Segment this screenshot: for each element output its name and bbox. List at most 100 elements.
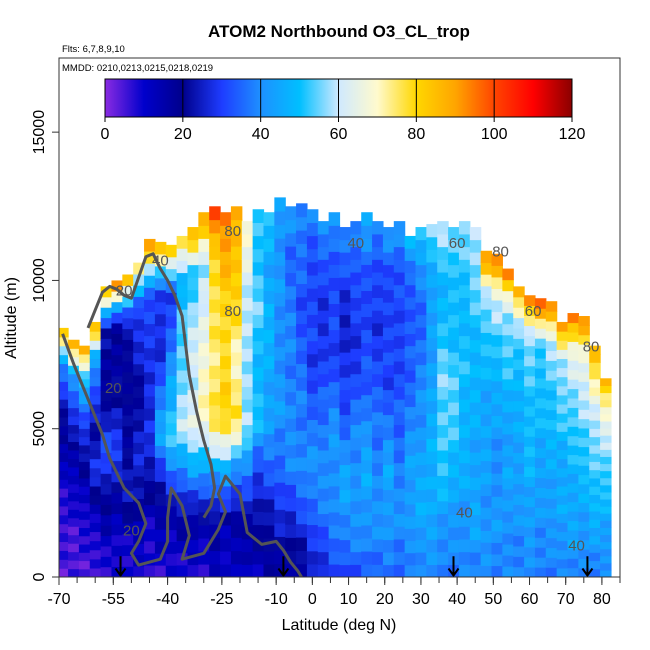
heatmap-cell	[458, 424, 471, 438]
heatmap-cell	[165, 387, 178, 400]
heatmap-cell	[285, 444, 297, 459]
heatmap-cell	[274, 509, 286, 524]
heatmap-cell	[241, 373, 254, 387]
heatmap-cell	[209, 325, 221, 340]
heatmap-cell	[263, 433, 275, 448]
heatmap-cell	[68, 432, 80, 443]
heatmap-cell	[198, 420, 210, 435]
heatmap-cell	[372, 322, 384, 337]
heatmap-cell	[556, 340, 569, 350]
heatmap-cell	[524, 536, 536, 548]
heatmap-cell	[382, 239, 395, 253]
heatmap-cell	[502, 268, 514, 281]
heatmap-cell	[198, 524, 210, 539]
heatmap-cell	[187, 464, 199, 478]
heatmap-cell	[524, 335, 536, 347]
heatmap-cell	[263, 225, 275, 239]
heatmap-cell	[274, 454, 286, 470]
heatmap-cell	[198, 537, 210, 552]
heatmap-cell	[513, 493, 525, 505]
heatmap-cell	[252, 314, 265, 329]
heatmap-cell	[372, 500, 384, 515]
heatmap-cell	[545, 547, 558, 558]
heatmap-cell	[458, 322, 471, 337]
heatmap-cell	[263, 264, 275, 278]
heatmap-cell	[534, 557, 547, 568]
heatmap-cell	[230, 259, 243, 274]
x-tick-label: 0	[308, 591, 317, 608]
heatmap-cell	[372, 297, 384, 311]
heatmap-cell	[448, 464, 460, 478]
heatmap-cell	[89, 504, 102, 514]
heatmap-cell	[198, 459, 210, 474]
heatmap-cell	[274, 360, 286, 375]
heatmap-cell	[230, 444, 243, 459]
heatmap-cell	[502, 389, 514, 402]
heatmap-cell	[534, 477, 547, 488]
heatmap-cell	[78, 420, 91, 429]
heatmap-cell	[263, 498, 275, 513]
heatmap-cell	[220, 446, 232, 461]
heatmap-cell	[263, 537, 275, 552]
heatmap-cell	[230, 378, 243, 393]
heatmap-cell	[404, 345, 417, 359]
heatmap-cell	[220, 368, 232, 383]
heatmap-cell	[545, 389, 558, 401]
heatmap-cell	[600, 555, 612, 564]
heatmap-cell	[404, 516, 417, 529]
heatmap-cell	[469, 277, 482, 291]
heatmap-cell	[437, 284, 449, 298]
heatmap-cell	[458, 462, 471, 476]
heatmap-cell	[220, 251, 232, 265]
heatmap-cell	[144, 420, 156, 433]
heatmap-cell	[415, 264, 427, 278]
heatmap-cell	[198, 368, 210, 383]
heatmap-cell	[241, 386, 254, 400]
heatmap-cell	[350, 386, 362, 400]
heatmap-cell	[448, 239, 460, 253]
heatmap-cell	[187, 477, 199, 491]
heatmap-cell	[59, 523, 69, 534]
heatmap-cell	[534, 387, 547, 399]
heatmap-cell	[404, 357, 417, 371]
heatmap-cell	[600, 477, 612, 486]
heatmap-cell	[534, 417, 547, 429]
heatmap-cell	[187, 452, 199, 466]
heatmap-cell	[133, 397, 145, 410]
heatmap-cell	[513, 514, 525, 526]
heatmap-cell	[393, 322, 406, 337]
heatmap-cell	[296, 430, 308, 445]
heatmap-cell	[122, 360, 134, 373]
heatmap-cell	[534, 507, 547, 518]
heatmap-cell	[133, 352, 145, 365]
heatmap-cell	[122, 555, 134, 567]
heatmap-cell	[89, 440, 102, 451]
heatmap-cell	[448, 364, 460, 378]
heatmap-cell	[534, 547, 547, 558]
contour-label: 20	[116, 282, 133, 299]
heatmap-cell	[133, 341, 145, 354]
y-axis: 0 5000 10000 15000	[31, 110, 59, 581]
heatmap-cell	[578, 530, 590, 541]
heatmap-cell	[469, 539, 482, 553]
plot-frame	[58, 57, 621, 578]
heatmap-cell	[480, 542, 493, 555]
heatmap-cell	[458, 564, 471, 577]
heatmap-cell	[350, 513, 362, 527]
heatmap-cell	[306, 379, 319, 394]
heatmap-cell	[361, 524, 373, 539]
heatmap-cell	[339, 427, 351, 441]
heatmap-cell	[59, 470, 69, 480]
heatmap-cell	[133, 330, 145, 342]
heatmap-cell	[502, 532, 514, 545]
heatmap-cell	[328, 238, 341, 252]
heatmap-cell	[437, 399, 449, 413]
heatmap-cell	[263, 381, 275, 396]
heatmap-cell	[350, 284, 362, 298]
contour-label: 60	[449, 235, 466, 252]
heatmap-cell	[600, 498, 612, 507]
heatmap-cell	[372, 271, 384, 286]
colorbar-tick-label: 60	[330, 126, 348, 143]
heatmap-cell	[382, 289, 395, 303]
heatmap-cell	[513, 286, 525, 298]
